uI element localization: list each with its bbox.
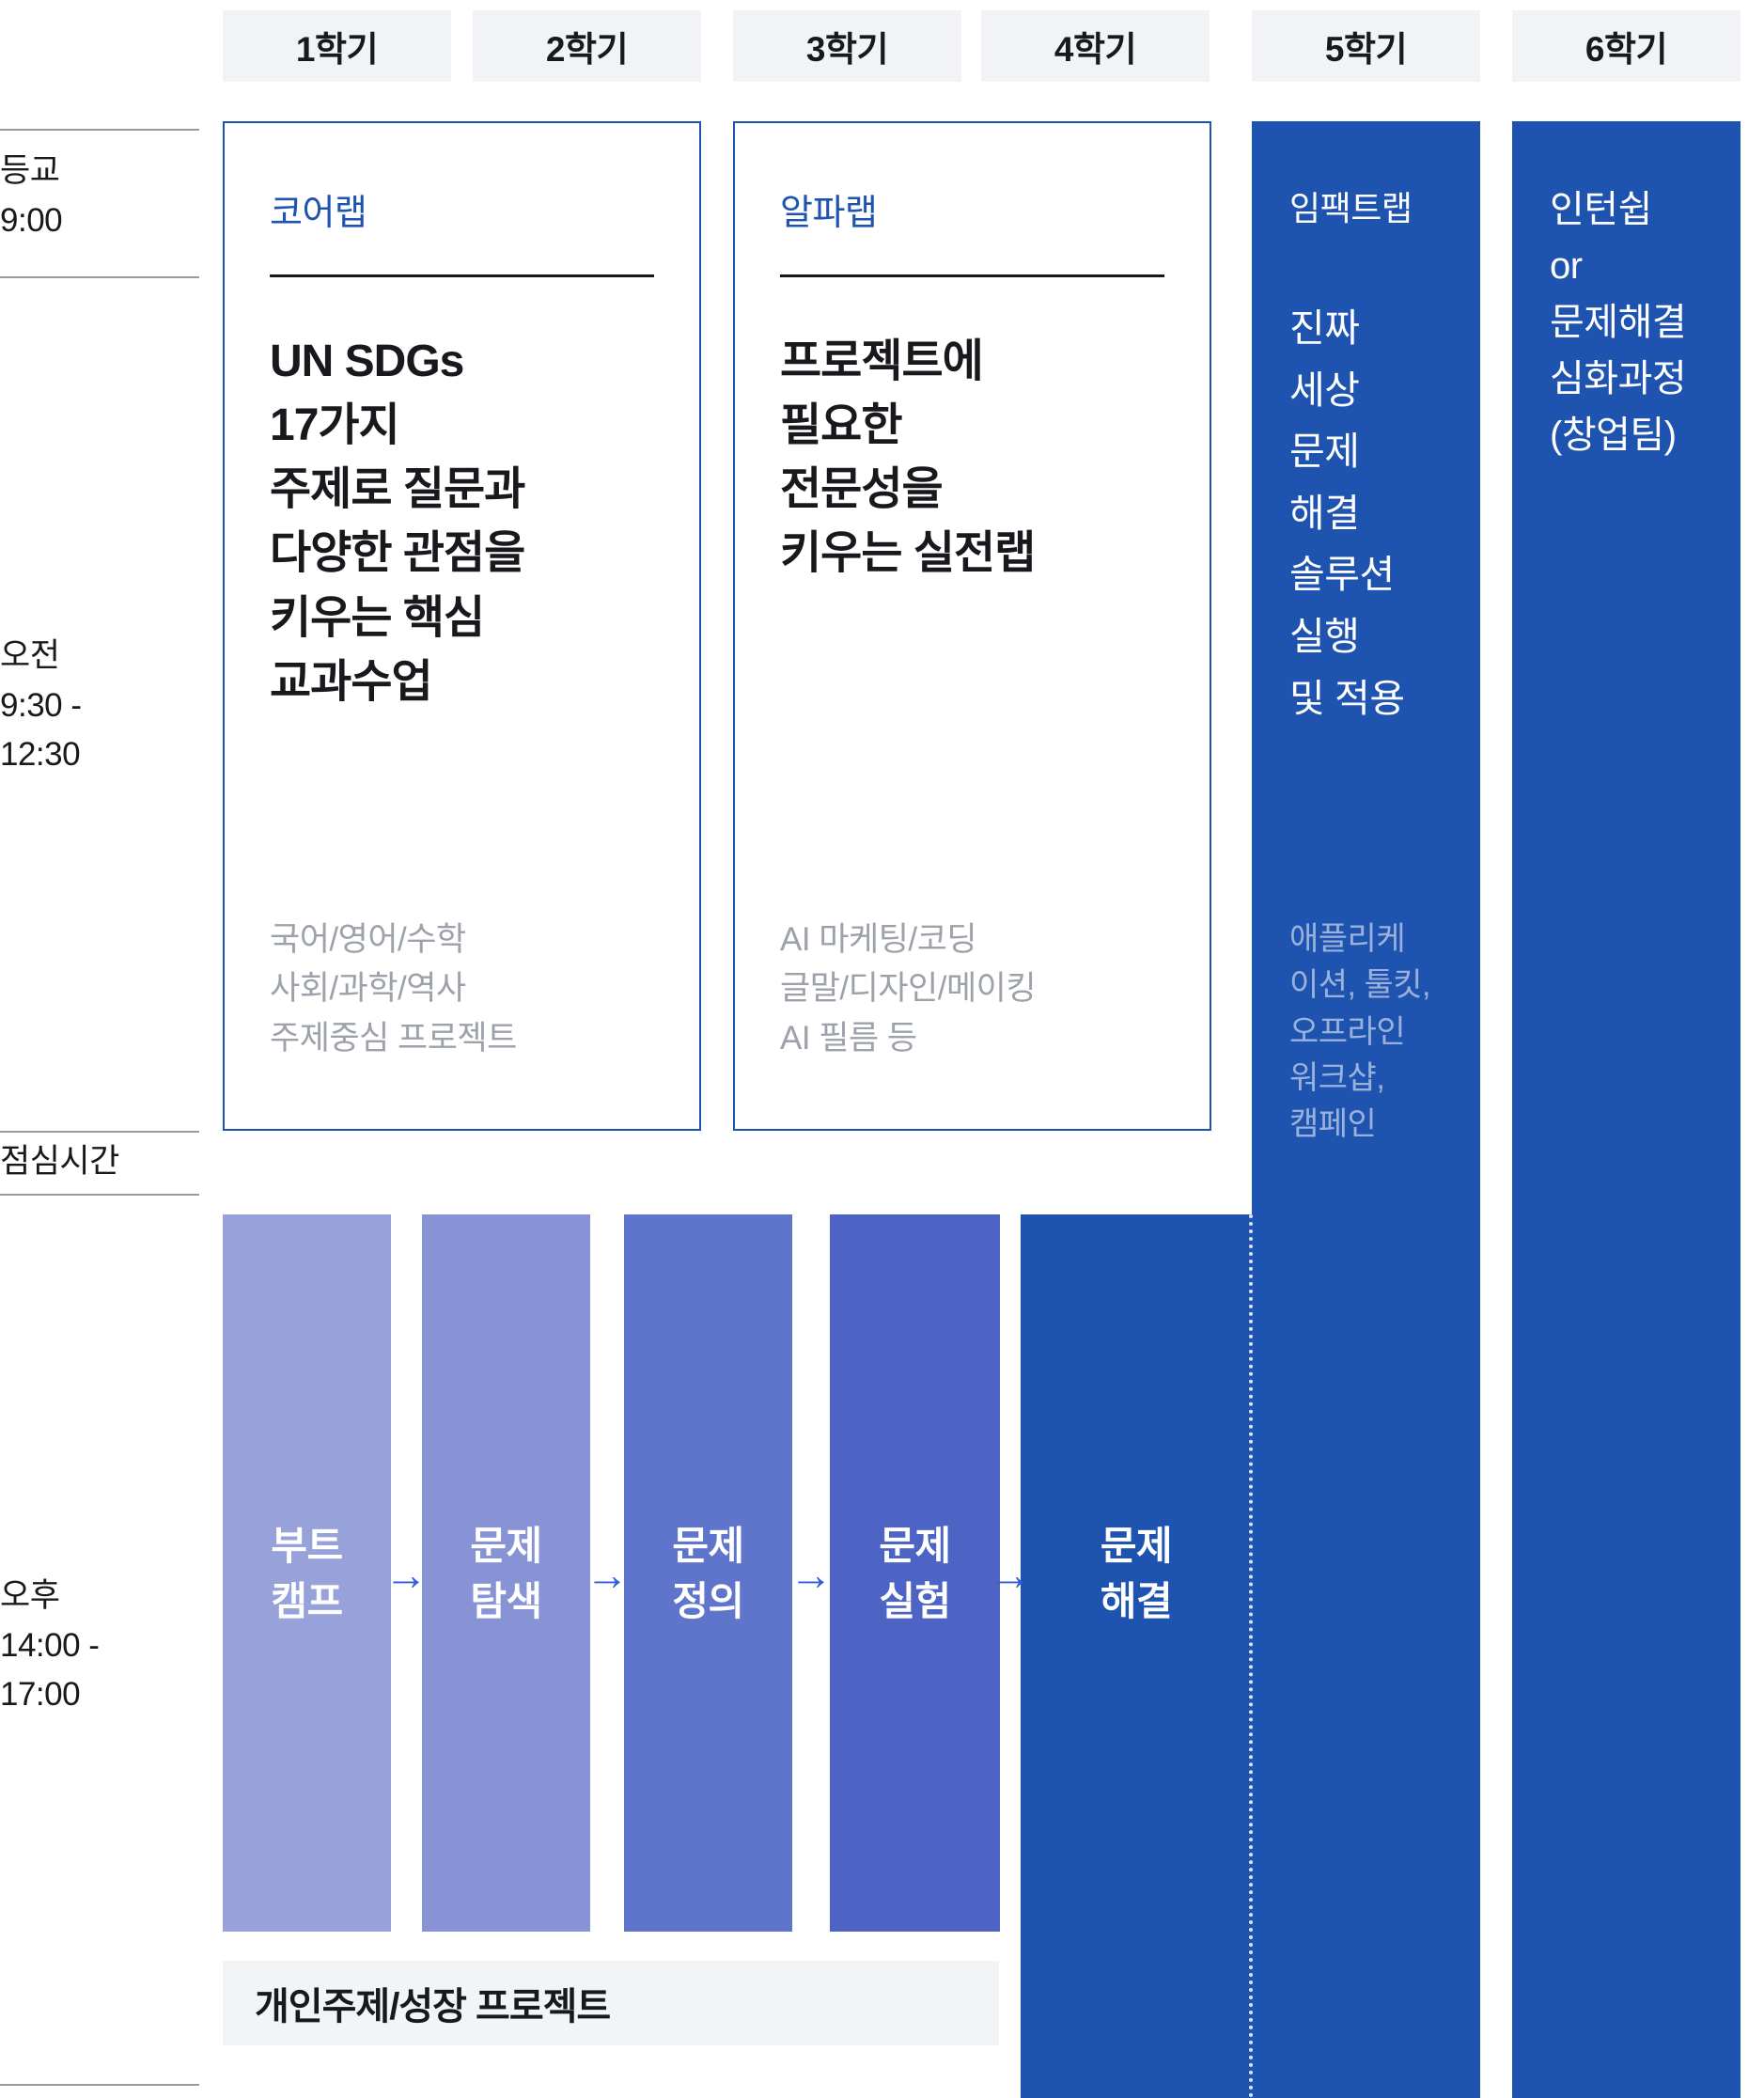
step-problem-explore: 문제 탐색 — [422, 1214, 590, 1932]
semester-header-1: 1학기 — [223, 10, 451, 82]
internship-column: 인턴쉽 or 문제해결 심화과정 (창업팀) — [1512, 121, 1741, 2098]
impact-lab-column: 임팩트랩 진짜 세상 문제 해결 솔루션 실행 및 적용 애플리케 이션, 툴킷… — [1252, 121, 1480, 2098]
step-problem-define: 문제 정의 — [624, 1214, 792, 1932]
arrow-right-icon: → — [384, 1550, 428, 1599]
alpha-lab-box: 알파랩 프로젝트에 필요한 전문성을 키우는 실전랩 AI 마케팅/코딩 글말/… — [733, 121, 1211, 1131]
timeline-label-lunch: 점심시간 — [0, 1143, 119, 1180]
alpha-lab-title: 알파랩 — [780, 194, 878, 233]
internship-heading: 인턴쉽 or 문제해결 심화과정 (창업팀) — [1550, 189, 1687, 456]
step-problem-experiment: 문제 실험 — [830, 1214, 1000, 1932]
timeline-label-arrival: 등교 9:00 — [0, 152, 63, 239]
alpha-lab-rule — [780, 274, 1164, 277]
step-bootcamp: 부트 캠프 — [223, 1214, 391, 1932]
impact-lab-detail: 애플리케 이션, 툴킷, 오프라인 워크샵, 캠페인 — [1289, 921, 1430, 1143]
step-problem-experiment-label: 문제 실험 — [879, 1524, 951, 1623]
alpha-lab-heading: 프로젝트에 필요한 전문성을 키우는 실전랩 — [780, 337, 1036, 579]
alpha-lab-detail: AI 마케팅/코딩 글말/디자인/메이킹 AI 필름 등 — [780, 920, 1037, 1057]
impact-lab-heading: 진짜 세상 문제 해결 솔루션 실행 및 적용 — [1289, 306, 1405, 720]
core-lab-detail: 국어/영어/수학 사회/과학/역사 주제중심 프로젝트 — [270, 920, 517, 1057]
personal-project-bar: 개인주제/성장 프로젝트 — [223, 1961, 999, 2045]
timeline-rule-top — [0, 129, 199, 131]
dotted-divider — [1249, 1214, 1253, 2098]
semester-header-6: 6학기 — [1512, 10, 1741, 82]
impact-lab-title: 임팩트랩 — [1289, 189, 1413, 227]
step-bootcamp-label: 부트 캠프 — [271, 1524, 343, 1623]
semester-header-3: 3학기 — [733, 10, 961, 82]
step-problem-solve: 문제 해결 — [1021, 1214, 1252, 2098]
arrow-right-icon: → — [989, 1550, 1032, 1599]
timeline-rule-lunch-top — [0, 1131, 199, 1133]
arrow-right-icon: → — [789, 1550, 833, 1599]
timeline-label-morning: 오전 9:30 - 12:30 — [0, 637, 82, 773]
personal-project-label: 개인주제/성장 프로젝트 — [255, 1986, 611, 2028]
step-problem-solve-label: 문제 해결 — [1100, 1524, 1173, 1623]
timeline-rule-bottom — [0, 2084, 199, 2086]
arrow-right-icon: → — [585, 1550, 629, 1599]
timeline-rule-lunch-bottom — [0, 1194, 199, 1196]
core-lab-box: 코어랩 UN SDGs 17가지 주제로 질문과 다양한 관점을 키우는 핵심 … — [223, 121, 701, 1131]
core-lab-rule — [270, 274, 654, 277]
core-lab-heading: UN SDGs 17가지 주제로 질문과 다양한 관점을 키우는 핵심 교과수업 — [270, 337, 525, 707]
core-lab-title: 코어랩 — [270, 194, 367, 233]
semester-header-2: 2학기 — [473, 10, 701, 82]
semester-header-5: 5학기 — [1252, 10, 1480, 82]
semester-header-4: 4학기 — [981, 10, 1210, 82]
timeline-label-afternoon: 오후 14:00 - 17:00 — [0, 1577, 100, 1713]
timeline-rule-morning — [0, 276, 199, 278]
step-problem-define-label: 문제 정의 — [672, 1524, 744, 1623]
step-problem-explore-label: 문제 탐색 — [470, 1524, 542, 1623]
